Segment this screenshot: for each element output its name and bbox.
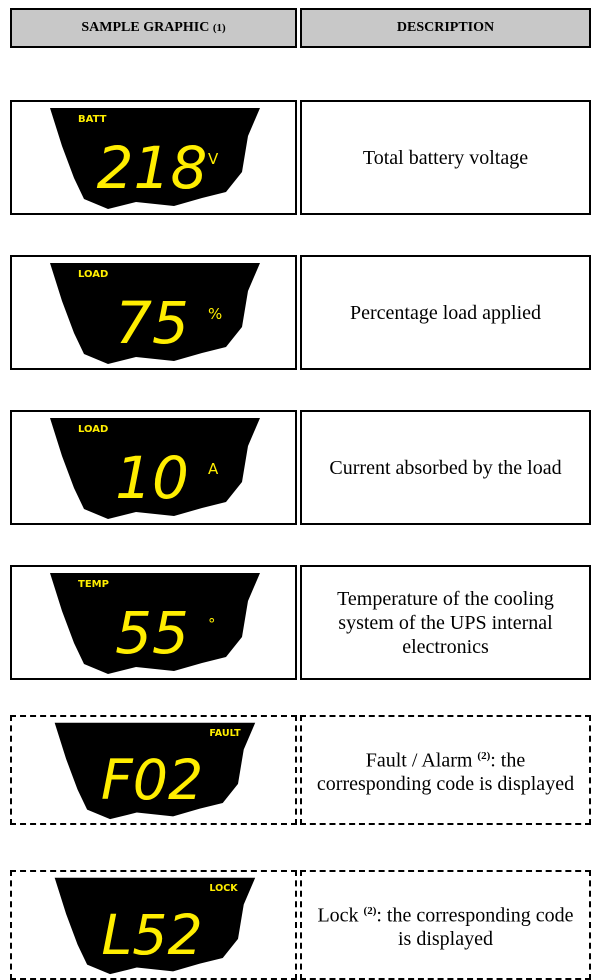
lcd-reading: 55 — [115, 599, 189, 667]
graphic-cell: FAULT F02 — [10, 715, 297, 825]
description-rest: : the corresponding code is displayed — [376, 904, 574, 951]
graphic-cell: LOAD 10 A — [10, 410, 297, 525]
lcd-background — [50, 418, 260, 519]
description: Current absorbed by the load — [329, 456, 561, 480]
lcd-background — [50, 108, 260, 209]
description-text: Lock — [317, 904, 359, 927]
lcd-unit: ° — [208, 615, 216, 633]
lcd-background — [54, 877, 256, 975]
header-description-text: DESCRIPTION — [396, 20, 495, 35]
header-note: (1) — [212, 22, 226, 34]
graphic-cell: TEMP 55 ° — [10, 565, 297, 680]
note-ref: (2) — [363, 904, 377, 917]
lcd-label: BATT — [78, 114, 107, 125]
lcd-display: BATT 218 V — [50, 108, 260, 209]
lcd-background — [54, 722, 256, 820]
description-text: Temperature of the cooling system of the… — [337, 587, 554, 658]
description-rest: : the corresponding code is displayed — [316, 749, 575, 796]
description-cell: Percentage load applied — [300, 255, 591, 370]
note-ref: (2) — [477, 749, 491, 762]
lcd-display: FAULT F02 — [54, 722, 256, 820]
description: Total battery voltage — [363, 146, 528, 170]
lcd-reading: 218 — [97, 134, 208, 202]
graphic-cell: LOCK L52 — [10, 870, 297, 980]
lcd-display: TEMP 55 ° — [50, 573, 260, 674]
description: Lock (2): the corresponding code is disp… — [310, 899, 581, 952]
description: Fault / Alarm (2): the corresponding cod… — [310, 744, 581, 797]
lcd-display: LOAD 75% — [50, 263, 260, 364]
lcd-display: LOCK L52 — [54, 877, 256, 975]
lcd-label: LOAD — [78, 424, 108, 435]
graphic-cell: LOAD 75% — [10, 255, 297, 370]
lcd-label: LOCK — [209, 883, 238, 894]
lcd-label: FAULT — [209, 728, 241, 739]
lcd-unit: A — [208, 460, 219, 478]
lcd-reading: L52 — [101, 904, 202, 968]
lcd-display: LOAD 10 A — [50, 418, 260, 519]
description-cell: Total battery voltage — [300, 100, 591, 215]
lcd-background — [50, 573, 260, 674]
header-description: DESCRIPTION — [300, 8, 591, 48]
header-graphic: SAMPLE GRAPHIC (1) — [10, 8, 297, 48]
description: Temperature of the cooling system of the… — [310, 587, 581, 659]
description: Percentage load applied — [350, 301, 541, 325]
lcd-label: LOAD — [78, 269, 108, 280]
graphic-cell: BATT 218 V — [10, 100, 297, 215]
lcd-unit: V — [208, 150, 219, 168]
description-cell: Temperature of the cooling system of the… — [300, 565, 591, 680]
description-cell: Fault / Alarm (2): the corresponding cod… — [300, 715, 591, 825]
lcd-reading: 10 — [115, 444, 189, 512]
lcd-background — [50, 263, 260, 364]
description-cell: Lock (2): the corresponding code is disp… — [300, 870, 591, 980]
description-text: Total battery voltage — [362, 146, 529, 169]
lcd-reading: 75 — [115, 289, 189, 357]
lcd-label: TEMP — [78, 579, 109, 590]
lcd-reading: F02 — [101, 749, 203, 813]
header-graphic-text: SAMPLE GRAPHIC — [81, 20, 210, 35]
description-text: Current absorbed by the load — [329, 456, 562, 479]
description-cell: Current absorbed by the load — [300, 410, 591, 525]
description-text: Percentage load applied — [349, 301, 542, 324]
lcd-unit: % — [208, 305, 222, 323]
description-text: Fault / Alarm — [365, 749, 473, 772]
